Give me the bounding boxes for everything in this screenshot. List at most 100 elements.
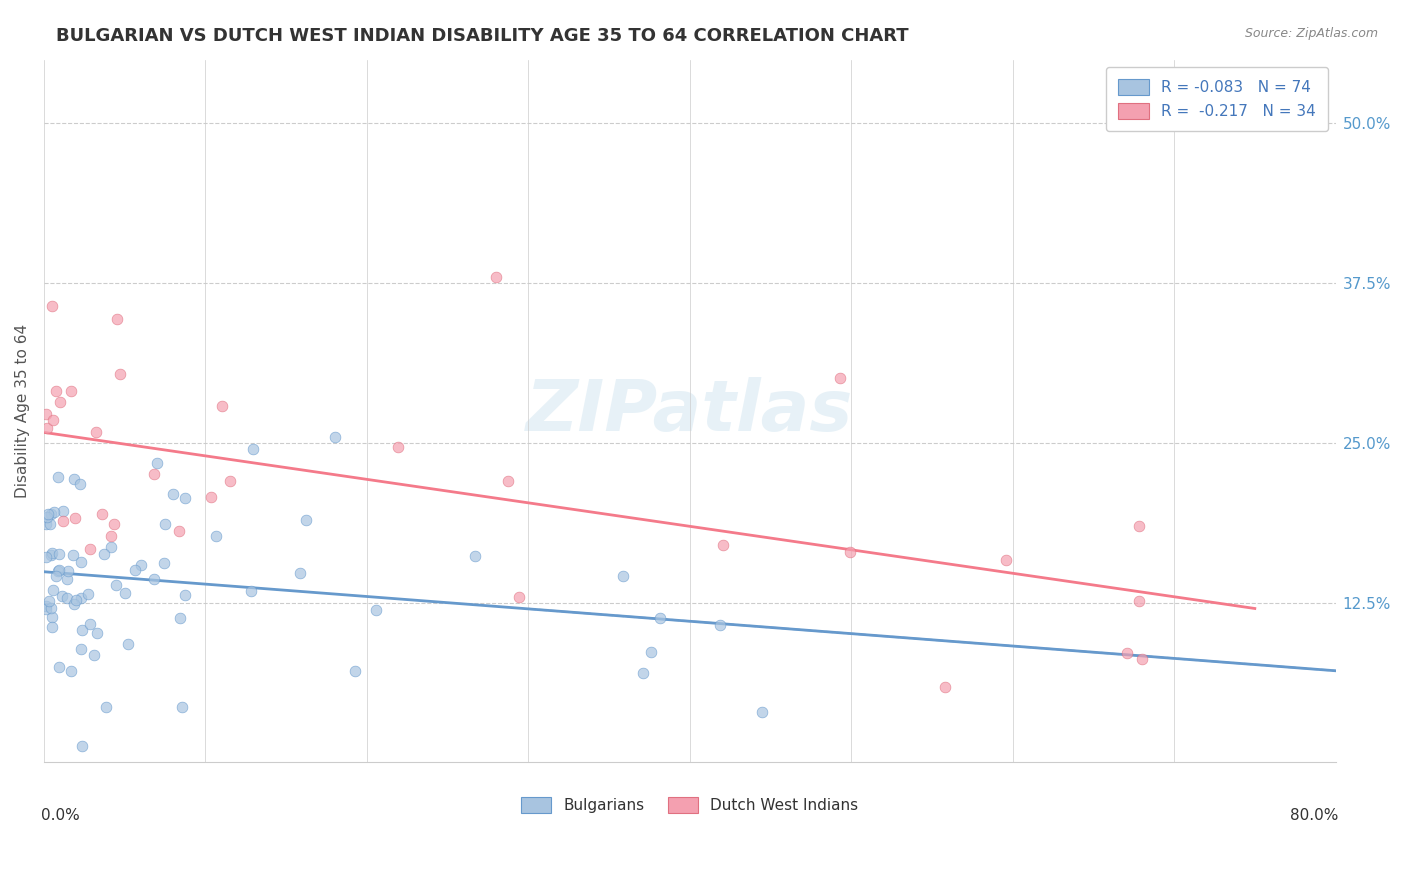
Bulgarians	[751, 706, 773, 720]
Text: BULGARIAN VS DUTCH WEST INDIAN DISABILITY AGE 35 TO 64 CORRELATION CHART: BULGARIAN VS DUTCH WEST INDIAN DISABILIT…	[56, 27, 908, 45]
Dutch West Indians	[995, 553, 1018, 567]
Dutch West Indians	[49, 395, 72, 409]
Bulgarians	[69, 591, 91, 605]
Bulgarians	[142, 572, 165, 586]
Bulgarians	[60, 664, 83, 678]
Bulgarians	[34, 549, 56, 564]
Dutch West Indians	[142, 467, 165, 482]
Bulgarians	[70, 739, 93, 753]
Dutch West Indians	[934, 680, 956, 694]
Bulgarians	[129, 558, 152, 573]
Bulgarians	[364, 603, 387, 617]
Legend: Bulgarians, Dutch West Indians: Bulgarians, Dutch West Indians	[509, 785, 870, 825]
Dutch West Indians	[65, 511, 87, 525]
Dutch West Indians	[485, 269, 508, 284]
Dutch West Indians	[52, 514, 75, 528]
Bulgarians	[76, 586, 98, 600]
Dutch West Indians	[103, 517, 125, 532]
Bulgarians	[39, 507, 62, 521]
Bulgarians	[344, 664, 367, 678]
Text: Source: ZipAtlas.com: Source: ZipAtlas.com	[1244, 27, 1378, 40]
Bulgarians	[41, 601, 63, 615]
Bulgarians	[169, 611, 191, 625]
Dutch West Indians	[387, 440, 409, 454]
Text: 0.0%: 0.0%	[41, 808, 80, 823]
Bulgarians	[464, 549, 486, 563]
Bulgarians	[631, 666, 654, 681]
Bulgarians	[105, 578, 128, 592]
Bulgarians	[42, 583, 65, 598]
Dutch West Indians	[1116, 646, 1139, 660]
Bulgarians	[38, 594, 60, 608]
Dutch West Indians	[711, 538, 734, 552]
Bulgarians	[117, 638, 139, 652]
Bulgarians	[62, 548, 84, 562]
Bulgarians	[56, 591, 79, 606]
Bulgarians	[124, 564, 146, 578]
Bulgarians	[162, 487, 184, 501]
Bulgarians	[173, 588, 195, 602]
Bulgarians	[146, 456, 169, 470]
Bulgarians	[55, 573, 77, 587]
Dutch West Indians	[41, 299, 63, 313]
Y-axis label: Disability Age 35 to 64: Disability Age 35 to 64	[15, 324, 30, 498]
Bulgarians	[709, 617, 731, 632]
Bulgarians	[51, 589, 73, 603]
Bulgarians	[240, 584, 263, 599]
Bulgarians	[648, 611, 671, 625]
Bulgarians	[58, 565, 80, 579]
Bulgarians	[48, 563, 70, 577]
Dutch West Indians	[84, 425, 107, 440]
Bulgarians	[41, 620, 63, 634]
Bulgarians	[70, 641, 93, 656]
Bulgarians	[114, 586, 136, 600]
Bulgarians	[612, 569, 634, 583]
Bulgarians	[170, 700, 193, 714]
Bulgarians	[62, 598, 84, 612]
Dutch West Indians	[218, 474, 240, 488]
Bulgarians	[94, 699, 117, 714]
Bulgarians	[45, 569, 67, 583]
Bulgarians	[52, 504, 75, 518]
Text: 80.0%: 80.0%	[1289, 808, 1339, 823]
Bulgarians	[204, 529, 226, 543]
Dutch West Indians	[200, 490, 222, 504]
Dutch West Indians	[100, 529, 122, 543]
Bulgarians	[41, 610, 63, 624]
Dutch West Indians	[1128, 593, 1150, 607]
Text: ZIPatlas: ZIPatlas	[526, 376, 853, 445]
Dutch West Indians	[105, 312, 128, 326]
Dutch West Indians	[1130, 651, 1153, 665]
Bulgarians	[69, 555, 91, 569]
Bulgarians	[34, 516, 56, 531]
Bulgarians	[70, 623, 93, 637]
Dutch West Indians	[90, 508, 112, 522]
Dutch West Indians	[59, 384, 82, 399]
Bulgarians	[153, 556, 176, 570]
Bulgarians	[242, 442, 264, 457]
Bulgarians	[323, 430, 346, 444]
Bulgarians	[35, 599, 58, 614]
Bulgarians	[63, 472, 86, 486]
Bulgarians	[48, 660, 70, 674]
Bulgarians	[69, 476, 91, 491]
Bulgarians	[93, 547, 115, 561]
Dutch West Indians	[839, 545, 862, 559]
Bulgarians	[79, 616, 101, 631]
Bulgarians	[48, 547, 70, 561]
Bulgarians	[41, 546, 63, 560]
Dutch West Indians	[45, 384, 67, 399]
Bulgarians	[35, 510, 58, 524]
Bulgarians	[640, 645, 662, 659]
Bulgarians	[65, 592, 87, 607]
Bulgarians	[37, 507, 59, 521]
Bulgarians	[155, 517, 177, 532]
Dutch West Indians	[79, 541, 101, 556]
Bulgarians	[288, 566, 311, 581]
Bulgarians	[86, 625, 108, 640]
Bulgarians	[39, 516, 62, 531]
Dutch West Indians	[1128, 519, 1150, 533]
Bulgarians	[295, 513, 318, 527]
Dutch West Indians	[35, 420, 58, 434]
Dutch West Indians	[508, 590, 530, 604]
